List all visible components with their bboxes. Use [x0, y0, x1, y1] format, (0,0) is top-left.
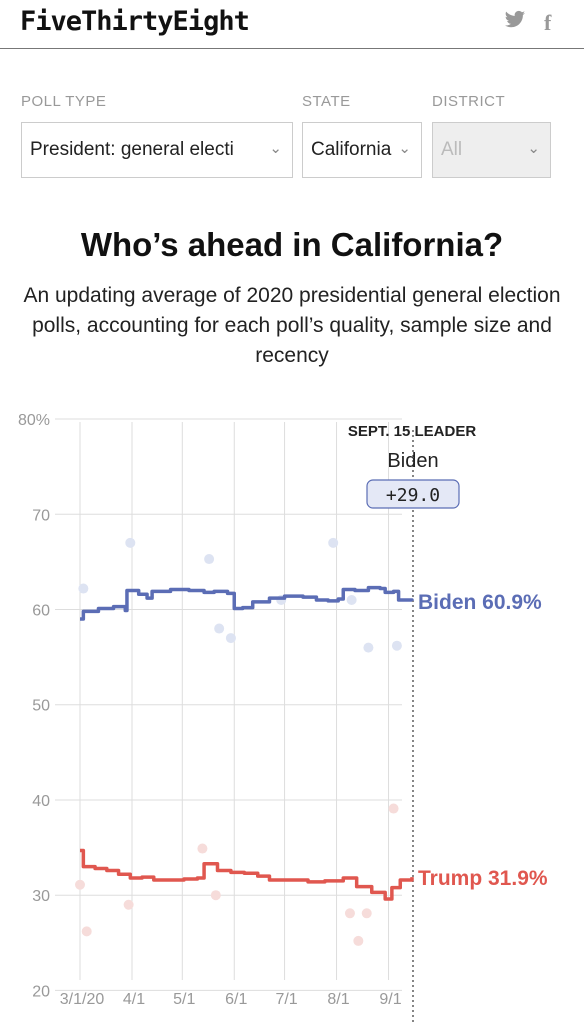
- leader-margin-badge: [366, 479, 460, 509]
- facebook-icon[interactable]: f: [544, 10, 552, 35]
- x-tick-label: 7/1: [275, 991, 297, 1008]
- state-select[interactable]: California ⌄: [302, 122, 422, 178]
- x-tick-label: 8/1: [327, 991, 349, 1008]
- chevron-down-icon: ⌄: [398, 140, 411, 157]
- poll-type-value: President: general electi: [30, 139, 234, 160]
- x-tick-label: 9/1: [379, 991, 401, 1008]
- page-subtitle: An updating average of 2020 presidential…: [23, 284, 561, 367]
- poll-type-select[interactable]: President: general electi ⌄: [21, 122, 293, 178]
- leader-name: Biden: [387, 450, 438, 472]
- trump-average-line: [80, 848, 414, 901]
- biden-poll-dot: [391, 640, 402, 651]
- trump-poll-dot: [75, 879, 85, 890]
- biden-poll-dot: [78, 583, 89, 594]
- y-tick-label: 80%: [18, 412, 50, 429]
- district-value: All: [441, 139, 463, 160]
- state-value: California: [311, 139, 392, 160]
- chevron-down-icon: ⌄: [269, 140, 282, 157]
- chevron-down-icon: ⌄: [527, 140, 540, 157]
- biden-end-label: Biden 60.9%: [418, 591, 542, 614]
- trump-poll-dot: [361, 908, 372, 919]
- y-tick-label: 50: [32, 698, 50, 715]
- leader-margin: +29.0: [386, 485, 440, 506]
- y-tick-label: 40: [32, 793, 50, 810]
- x-tick-label: 6/1: [225, 991, 247, 1008]
- biden-poll-dot: [125, 537, 136, 548]
- trump-poll-dot: [344, 908, 355, 919]
- trump-poll-dot: [197, 843, 208, 854]
- leader-heading: SEPT. 15 LEADER: [348, 423, 477, 440]
- twitter-icon[interactable]: [504, 10, 526, 36]
- trump-poll-dot: [388, 803, 399, 814]
- biden-poll-dot: [363, 642, 374, 653]
- trump-poll-dot: [123, 899, 134, 910]
- trump-end-label: Trump 31.9%: [418, 867, 548, 890]
- y-tick-label: 20: [32, 983, 50, 1000]
- x-tick-label: 3/1/20: [60, 991, 105, 1008]
- biden-average-line: [80, 585, 414, 621]
- state-label: STATE: [302, 93, 351, 110]
- district-label: DISTRICT: [432, 93, 506, 110]
- twitter-icon-glyph: [504, 10, 526, 28]
- poll-type-label: POLL TYPE: [21, 93, 107, 110]
- biden-poll-dot: [328, 537, 339, 548]
- site-header: FiveThirtyEight f: [0, 0, 584, 49]
- trump-poll-dot: [81, 926, 92, 937]
- biden-poll-dot: [214, 623, 225, 634]
- y-tick-label: 30: [32, 888, 50, 905]
- y-tick-label: 70: [32, 507, 50, 524]
- biden-poll-dot: [204, 554, 215, 565]
- site-logo[interactable]: FiveThirtyEight: [20, 6, 250, 37]
- y-tick-label: 60: [32, 603, 50, 620]
- trump-poll-dot: [353, 935, 364, 946]
- district-select: All ⌄: [432, 122, 551, 178]
- biden-poll-dot: [346, 594, 357, 605]
- trump-poll-dot: [210, 890, 221, 901]
- x-tick-label: 5/1: [173, 991, 195, 1008]
- page-title: Who’s ahead in California?: [80, 226, 504, 263]
- polling-average-chart: 80% 70 60 50 40 30 20 3/1/20 4/1 5/1 6/1 7/1 8/1 9/1 B…: [18, 412, 548, 1024]
- biden-poll-dot: [225, 633, 236, 644]
- x-tick-label: 4/1: [123, 991, 145, 1008]
